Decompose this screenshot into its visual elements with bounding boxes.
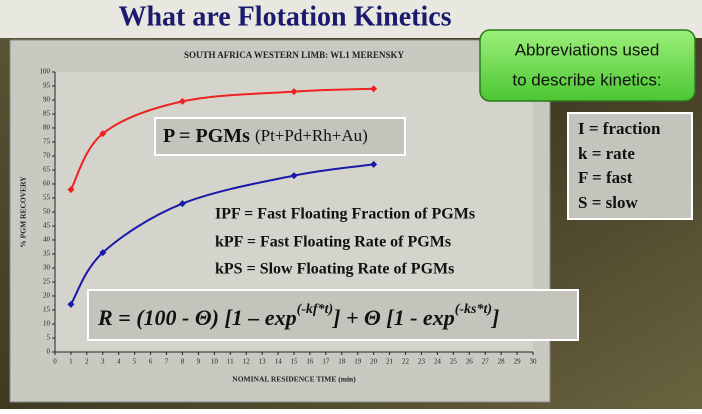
x-tick-label: 10 bbox=[211, 358, 219, 366]
y-tick-label: 5 bbox=[47, 334, 51, 342]
y-tick-label: 80 bbox=[43, 124, 51, 132]
x-tick-label: 29 bbox=[514, 358, 522, 366]
point bbox=[370, 85, 378, 93]
formula-part: ] + Θ [1 - exp bbox=[331, 305, 455, 330]
formula-box bbox=[87, 289, 579, 341]
x-tick-label: 12 bbox=[243, 358, 251, 366]
point bbox=[290, 88, 298, 96]
point bbox=[178, 97, 186, 105]
x-tick-label: 9 bbox=[197, 358, 201, 366]
x-tick-label: 14 bbox=[275, 358, 283, 366]
x-tick-label: 22 bbox=[402, 358, 410, 366]
x-tick-label: 6 bbox=[149, 358, 153, 366]
abbreviation: S = slow bbox=[578, 193, 638, 212]
x-tick-label: 23 bbox=[418, 358, 426, 366]
y-tick-label: 65 bbox=[43, 166, 51, 174]
abbreviations-title: to describe kinetics: bbox=[512, 70, 661, 89]
point bbox=[290, 172, 298, 180]
x-tick-label: 27 bbox=[482, 358, 490, 366]
x-tick-label: 24 bbox=[434, 358, 442, 366]
y-tick-label: 60 bbox=[43, 180, 51, 188]
x-tick-label: 13 bbox=[259, 358, 267, 366]
definition: kPF = Fast Floating Rate of PGMs bbox=[215, 234, 451, 251]
y-tick-label: 15 bbox=[43, 306, 51, 314]
point bbox=[67, 186, 75, 194]
x-tick-label: 4 bbox=[117, 358, 121, 366]
abbreviations-title: Abbreviations used bbox=[515, 40, 660, 59]
y-tick-label: 95 bbox=[43, 82, 51, 90]
x-axis-label: NOMINAL RESIDENCE TIME (min) bbox=[232, 375, 356, 384]
y-tick-label: 100 bbox=[40, 68, 51, 76]
y-tick-label: 20 bbox=[43, 292, 51, 300]
formula: R = (100 - Θ) [1 – exp(-kf*t)] + Θ [1 - … bbox=[97, 302, 499, 330]
y-tick-label: 45 bbox=[43, 222, 51, 230]
formula-exponent: (-kf*t) bbox=[297, 302, 334, 317]
x-tick-label: 7 bbox=[165, 358, 169, 366]
x-tick-label: 15 bbox=[291, 358, 299, 366]
x-tick-label: 3 bbox=[101, 358, 105, 366]
point bbox=[178, 200, 186, 208]
y-tick-label: 85 bbox=[43, 110, 51, 118]
y-tick-label: 25 bbox=[43, 278, 51, 286]
abbreviation: I = fraction bbox=[578, 119, 661, 138]
y-axis-label: % PGM RECOVERY bbox=[19, 176, 28, 248]
abbreviation: k = rate bbox=[578, 144, 635, 163]
series-layer: 0 1 2 3 4 5 6 7 8 9 10 11 12 13 14 15 16 17 18 19 20 21 22 23 24… bbox=[40, 68, 538, 366]
x-tick-label: 21 bbox=[386, 358, 394, 366]
definition: IPF = Fast Floating Fraction of PGMs bbox=[215, 206, 475, 223]
point bbox=[370, 160, 378, 168]
x-tick-label: 1 bbox=[69, 358, 73, 366]
abbreviation: F = fast bbox=[578, 168, 633, 187]
y-tick-label: 90 bbox=[43, 96, 51, 104]
x-tick-label: 26 bbox=[466, 358, 474, 366]
abbreviations-list-box bbox=[567, 112, 693, 220]
definition: kPS = Slow Floating Rate of PGMs bbox=[215, 261, 454, 278]
formula-exponent: (-ks*t) bbox=[455, 302, 492, 317]
x-tick-label: 28 bbox=[498, 358, 506, 366]
y-tick-label: 75 bbox=[43, 138, 51, 146]
y-tick-label: 0 bbox=[47, 348, 51, 356]
x-tick-label: 19 bbox=[354, 358, 362, 366]
y-tick-label: 30 bbox=[43, 264, 51, 272]
x-tick-label: 30 bbox=[530, 358, 538, 366]
chart-title: SOUTH AFRICA WESTERN LIMB: WL1 MERENSKY bbox=[184, 50, 404, 60]
point bbox=[67, 300, 75, 308]
pgm-text: P = PGMs (Pt+Pd+Rh+Au) bbox=[163, 125, 368, 147]
pgm-detail: (Pt+Pd+Rh+Au) bbox=[255, 126, 368, 145]
point bbox=[99, 249, 107, 257]
x-tick-label: 18 bbox=[338, 358, 346, 366]
x-tick-label: 8 bbox=[181, 358, 185, 366]
x-tick-label: 0 bbox=[53, 358, 57, 366]
x-tick-label: 16 bbox=[306, 358, 314, 366]
point bbox=[99, 130, 107, 138]
x-tick-label: 2 bbox=[85, 358, 89, 366]
y-tick-label: 50 bbox=[43, 208, 51, 216]
pgm-label: P = PGMs bbox=[163, 125, 250, 147]
x-tick-label: 25 bbox=[450, 358, 458, 366]
formula-part: ] bbox=[490, 305, 499, 330]
y-tick-label: 35 bbox=[43, 250, 51, 258]
y-tick-label: 55 bbox=[43, 194, 51, 202]
y-tick-label: 10 bbox=[43, 320, 51, 328]
y-tick-label: 70 bbox=[43, 152, 51, 160]
x-tick-label: 20 bbox=[370, 358, 378, 366]
pgm-box bbox=[154, 117, 406, 156]
formula-part: R = (100 - Θ) [1 – exp bbox=[97, 305, 297, 330]
x-tick-label: 17 bbox=[322, 358, 330, 366]
abbreviations-box bbox=[479, 29, 696, 102]
y-tick-label: 40 bbox=[43, 236, 51, 244]
slide-title: What are Flotation Kinetics bbox=[118, 1, 451, 32]
x-tick-label: 5 bbox=[133, 358, 137, 366]
x-tick-label: 11 bbox=[227, 358, 234, 366]
